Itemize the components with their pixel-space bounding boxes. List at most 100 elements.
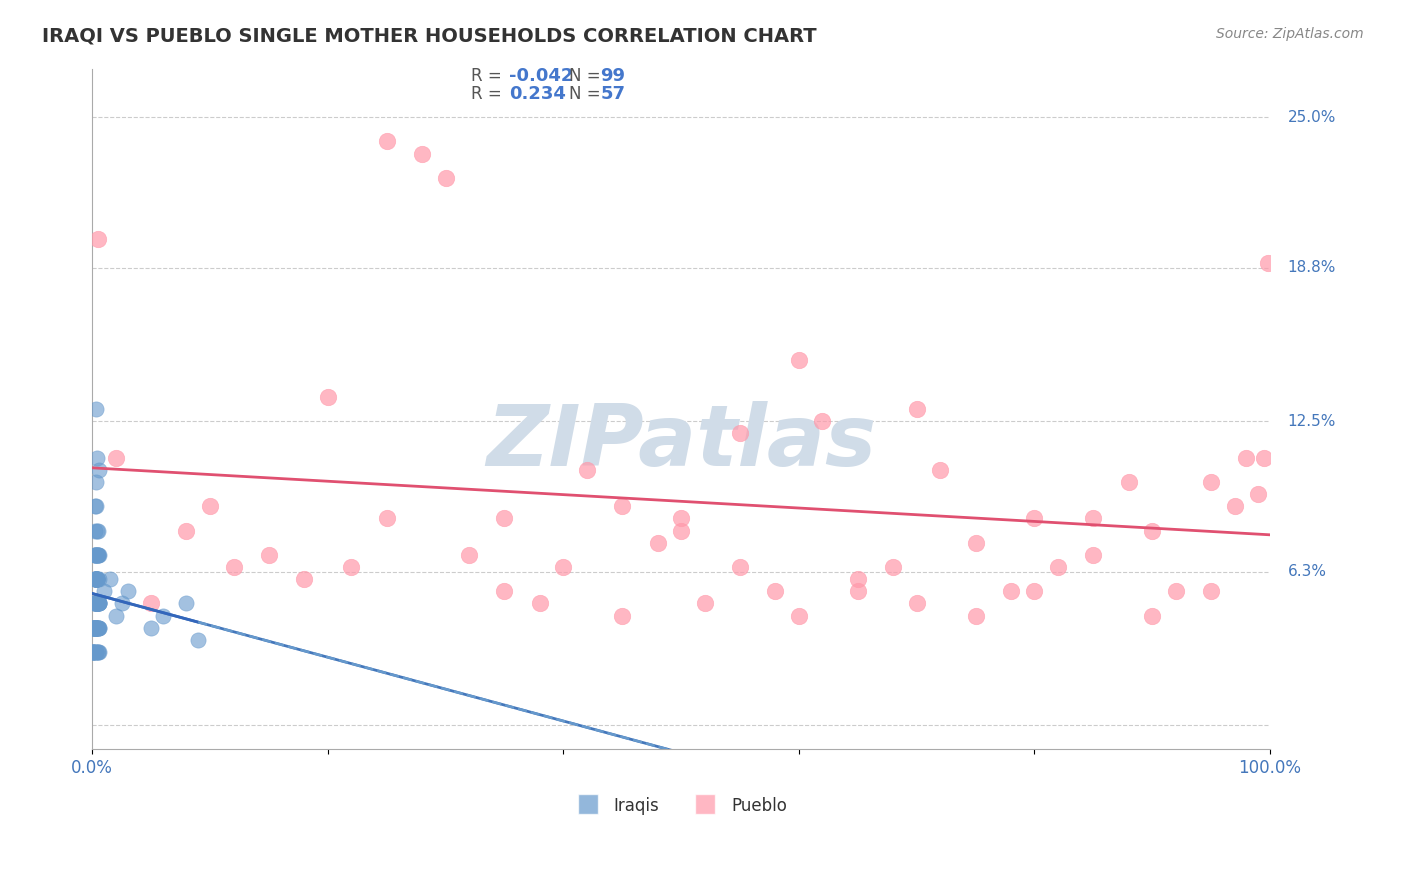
Iraqis — [87, 524, 110, 538]
Iraqis — [176, 597, 198, 611]
Text: 12.5%: 12.5% — [1288, 414, 1336, 429]
Iraqis — [83, 621, 105, 635]
Pueblo — [139, 597, 162, 611]
Pueblo — [1236, 450, 1258, 465]
Text: N =: N = — [569, 67, 606, 85]
Pueblo — [1199, 475, 1222, 489]
Text: R =: R = — [471, 85, 508, 103]
Iraqis — [86, 450, 108, 465]
Iraqis — [86, 597, 108, 611]
Iraqis — [83, 645, 105, 659]
Text: 6.3%: 6.3% — [1288, 565, 1327, 580]
Iraqis — [87, 645, 110, 659]
Text: 25.0%: 25.0% — [1288, 110, 1336, 125]
Pueblo — [965, 608, 987, 623]
Iraqis — [82, 597, 104, 611]
Iraqis — [89, 597, 111, 611]
Pueblo — [1083, 511, 1105, 525]
Iraqis — [87, 621, 110, 635]
Pueblo — [728, 426, 751, 441]
Iraqis — [89, 621, 111, 635]
Pueblo — [87, 232, 110, 246]
Pueblo — [553, 560, 575, 574]
Iraqis — [83, 621, 105, 635]
Iraqis — [89, 597, 111, 611]
Text: IRAQI VS PUEBLO SINGLE MOTHER HOUSEHOLDS CORRELATION CHART: IRAQI VS PUEBLO SINGLE MOTHER HOUSEHOLDS… — [42, 27, 817, 45]
Iraqis — [117, 584, 139, 599]
Pueblo — [1083, 548, 1105, 562]
Iraqis — [83, 621, 105, 635]
Pueblo — [929, 463, 952, 477]
Iraqis — [86, 597, 108, 611]
Iraqis — [87, 645, 110, 659]
Pueblo — [1024, 511, 1046, 525]
Iraqis — [87, 597, 110, 611]
Iraqis — [89, 621, 111, 635]
Iraqis — [84, 572, 107, 586]
Pueblo — [787, 353, 810, 368]
Pueblo — [1047, 560, 1070, 574]
Pueblo — [1142, 524, 1164, 538]
Pueblo — [575, 463, 598, 477]
Pueblo — [340, 560, 363, 574]
Iraqis — [83, 572, 105, 586]
Pueblo — [905, 597, 928, 611]
Iraqis — [86, 572, 108, 586]
Iraqis — [86, 572, 108, 586]
Iraqis — [84, 572, 107, 586]
Iraqis — [84, 621, 107, 635]
Iraqis — [83, 524, 105, 538]
Iraqis — [86, 572, 108, 586]
Pueblo — [434, 170, 457, 185]
Iraqis — [89, 597, 111, 611]
Pueblo — [176, 524, 198, 538]
Pueblo — [846, 584, 869, 599]
Iraqis — [84, 401, 107, 416]
Pueblo — [104, 450, 127, 465]
Pueblo — [494, 584, 516, 599]
Iraqis — [86, 597, 108, 611]
Pueblo — [375, 511, 398, 525]
Pueblo — [669, 511, 692, 525]
Pueblo — [693, 597, 716, 611]
Iraqis — [82, 621, 104, 635]
Iraqis — [87, 621, 110, 635]
Pueblo — [458, 548, 481, 562]
Iraqis — [86, 597, 108, 611]
Pueblo — [1223, 500, 1246, 514]
Text: R =: R = — [471, 67, 508, 85]
Pueblo — [1247, 487, 1270, 501]
Iraqis — [89, 463, 111, 477]
Iraqis — [84, 572, 107, 586]
Pueblo — [1000, 584, 1022, 599]
Pueblo — [763, 584, 786, 599]
Pueblo — [965, 535, 987, 549]
Iraqis — [86, 597, 108, 611]
Pueblo — [1257, 256, 1279, 270]
Iraqis — [83, 572, 105, 586]
Iraqis — [139, 621, 162, 635]
Iraqis — [87, 548, 110, 562]
Iraqis — [82, 621, 104, 635]
Iraqis — [84, 597, 107, 611]
Pueblo — [375, 135, 398, 149]
Iraqis — [83, 548, 105, 562]
Iraqis — [87, 548, 110, 562]
Iraqis — [83, 548, 105, 562]
Iraqis — [104, 608, 127, 623]
Pueblo — [1142, 608, 1164, 623]
Legend: Iraqis, Pueblo: Iraqis, Pueblo — [568, 789, 793, 822]
Iraqis — [84, 475, 107, 489]
Iraqis — [84, 621, 107, 635]
Iraqis — [82, 621, 104, 635]
Iraqis — [84, 621, 107, 635]
Iraqis — [83, 597, 105, 611]
Pueblo — [1253, 450, 1275, 465]
Iraqis — [84, 597, 107, 611]
Iraqis — [84, 548, 107, 562]
Iraqis — [187, 632, 209, 647]
Iraqis — [84, 645, 107, 659]
Text: 0.234: 0.234 — [509, 85, 565, 103]
Iraqis — [86, 524, 108, 538]
Pueblo — [669, 524, 692, 538]
